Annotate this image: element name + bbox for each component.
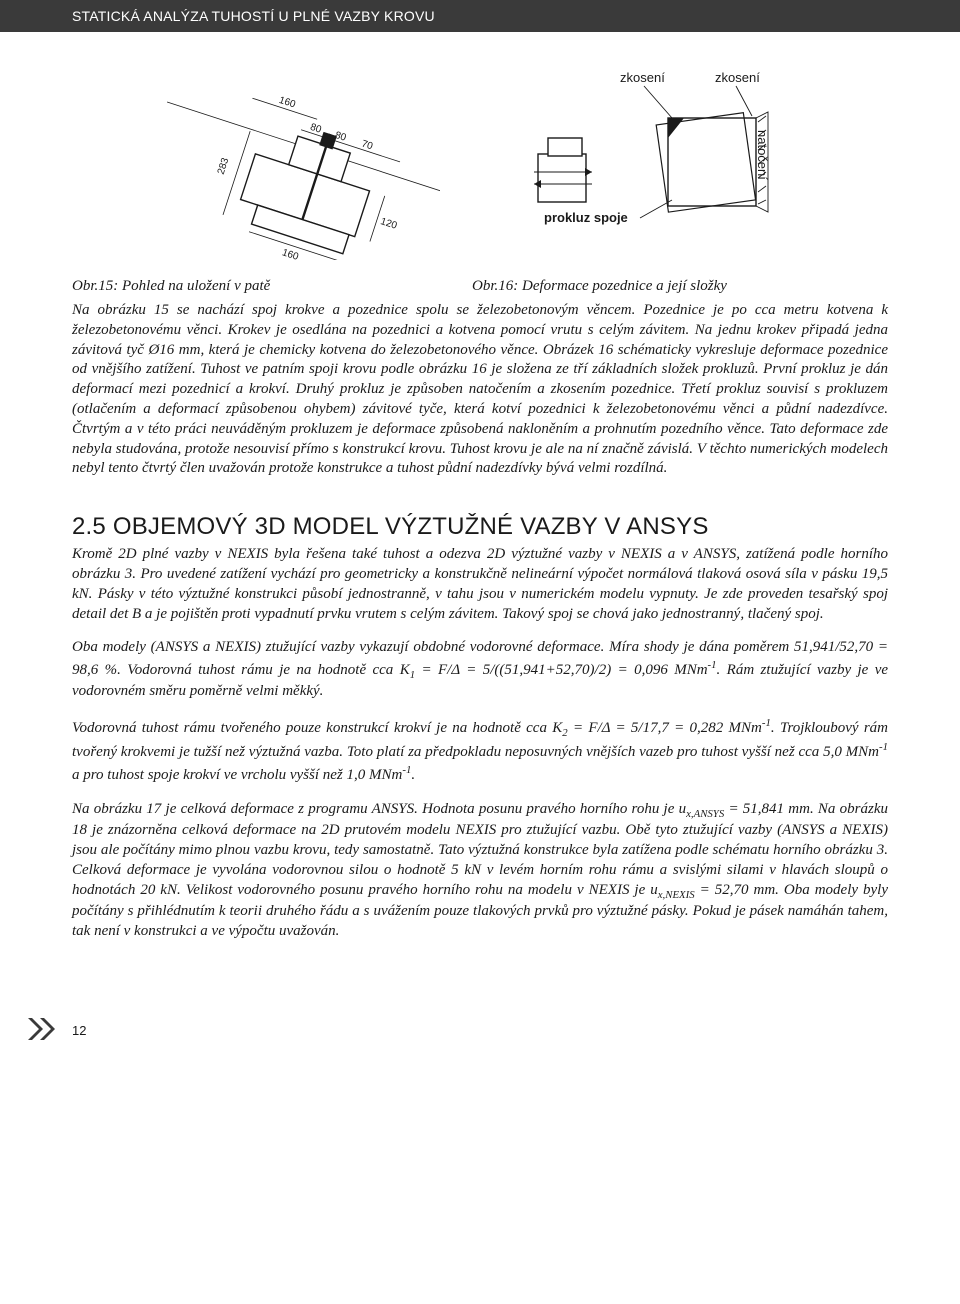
page: STATICKÁ ANALÝZA TUHOSTÍ U PLNÉ VAZBY KR… — [0, 0, 960, 1050]
figure-16-svg: zkosení zkosení natočení prokluz spoje — [500, 60, 820, 260]
figure-15-svg: 160 80 80 70 283 120 — [140, 60, 440, 260]
p2-sup1: -1 — [708, 659, 717, 671]
dim-120: 120 — [379, 216, 399, 232]
p3-pre: Vodorovná tuhost rámu tvořeného pouze ko… — [72, 720, 562, 736]
p3-sup2: -1 — [879, 741, 888, 753]
section-2-5-p2: Oba modely (ANSYS a NEXIS) ztužující vaz… — [72, 638, 888, 702]
figure-15: 160 80 80 70 283 120 — [140, 60, 440, 260]
p3-mid3: a pro tuhost spoje krokví ve vrcholu vyš… — [72, 767, 402, 783]
dim-80b: 80 — [333, 130, 347, 144]
figure-16: zkosení zkosení natočení prokluz spoje — [500, 60, 820, 260]
running-header: STATICKÁ ANALÝZA TUHOSTÍ U PLNÉ VAZBY KR… — [0, 0, 960, 32]
dim-70: 70 — [360, 138, 374, 152]
label-zkoseni-left: zkosení — [620, 70, 665, 85]
section-2-5-p3: Vodorovná tuhost rámu tvořeného pouze ko… — [72, 716, 888, 786]
p4-sub2: x,NEXIS — [658, 889, 695, 901]
section-2-5-heading: 2.5 OBJEMOVÝ 3D MODEL VÝZTUŽNÉ VAZBY V A… — [72, 513, 888, 541]
dim-80a: 80 — [309, 122, 323, 136]
dim-283: 283 — [216, 156, 232, 176]
label-zkoseni-right: zkosení — [715, 70, 760, 85]
p3-sup1: -1 — [762, 717, 771, 729]
section-2-5-p1: Kromě 2D plné vazby v NEXIS byla řešena … — [72, 545, 888, 624]
label-natoceni: natočení — [755, 130, 770, 180]
dim-160-top: 160 — [277, 95, 297, 111]
footer-chevron-icon — [28, 1018, 64, 1040]
figure-captions: Obr.15: Pohled na uložení v patě Obr.16:… — [72, 278, 888, 295]
p4-pre: Na obrázku 17 je celková deformace z pro… — [72, 801, 686, 817]
content-area: 160 80 80 70 283 120 — [0, 32, 960, 986]
p4-sub1: x,ANSYS — [686, 808, 724, 820]
page-number: 12 — [72, 1023, 86, 1038]
section-2-5-p4: Na obrázku 17 je celková deformace z pro… — [72, 800, 888, 941]
p3-mid1: = F/Δ = 5/17,7 = 0,282 MNm — [568, 720, 762, 736]
p3-sup3: -1 — [402, 764, 411, 776]
caption-fig15: Obr.15: Pohled na uložení v patě — [72, 278, 412, 295]
caption-fig16: Obr.16: Deformace pozednice a její složk… — [472, 278, 888, 295]
figures-row: 160 80 80 70 283 120 — [72, 60, 888, 260]
dim-160-bottom: 160 — [281, 247, 301, 260]
page-footer: 12 — [0, 1004, 960, 1050]
p3-post: . — [411, 767, 415, 783]
paragraph-1: Na obrázku 15 se nachází spoj krokve a p… — [72, 301, 888, 479]
p2-mid: = F/Δ = 5/((51,941+52,70)/2) = 0,096 MNm — [415, 662, 707, 678]
label-prokluz-spoje: prokluz spoje — [544, 210, 628, 225]
running-header-text: STATICKÁ ANALÝZA TUHOSTÍ U PLNÉ VAZBY KR… — [72, 8, 435, 24]
